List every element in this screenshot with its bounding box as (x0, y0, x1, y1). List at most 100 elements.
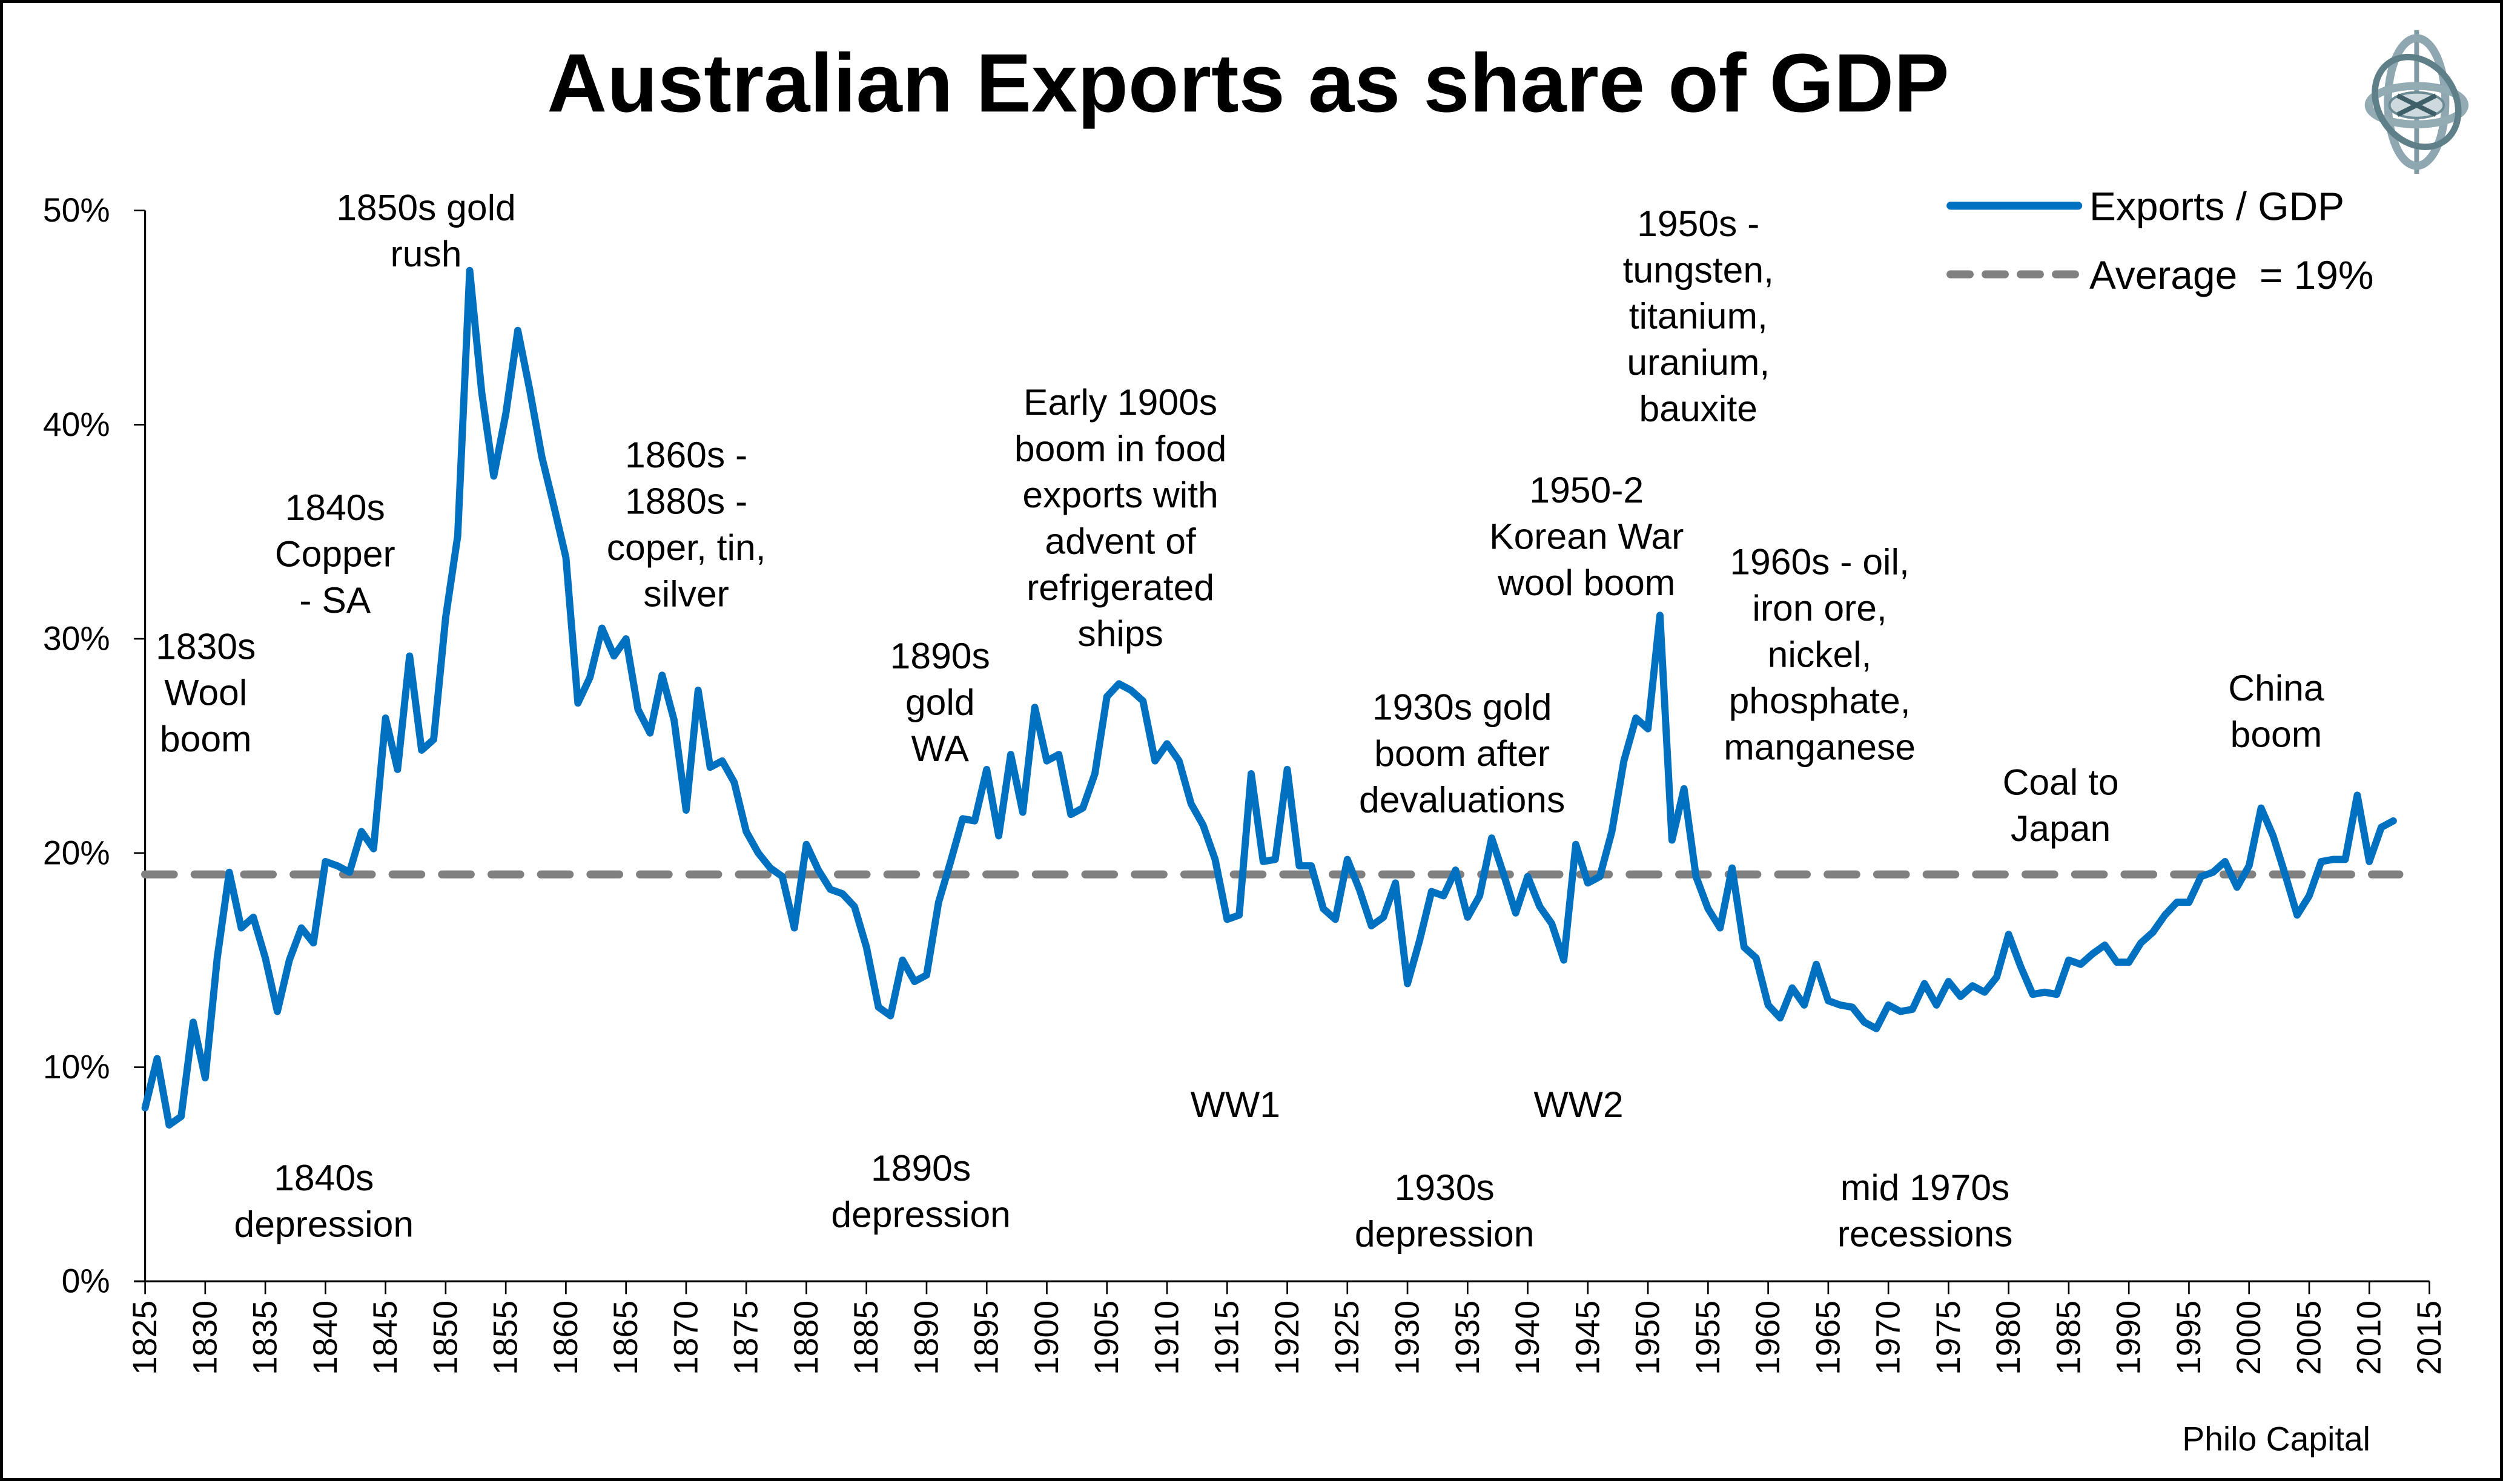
x-tick-label: 1975 (1929, 1301, 1967, 1375)
annotation-line: iron ore, (1752, 587, 1886, 628)
annotation-line: 1930s gold (1372, 686, 1552, 727)
x-tick-label: 1905 (1088, 1301, 1125, 1375)
y-tick-label: 50% (43, 191, 110, 229)
annotation-line: Korean War (1489, 515, 1684, 556)
annotation-line: boom in food (1014, 427, 1226, 469)
annotation-1840s-depression: 1840s depression (234, 1157, 414, 1244)
y-tick-label: 0% (62, 1262, 110, 1300)
annotation-line: manganese (1724, 726, 1916, 767)
annotation-line: titanium, (1629, 295, 1768, 337)
x-tick-label: 1900 (1028, 1301, 1065, 1375)
annotation-line: mid 1970s (1840, 1167, 2010, 1208)
x-tick-label: 1955 (1689, 1301, 1727, 1375)
annotation-line: depression (1355, 1213, 1535, 1254)
annotation-line: 1860s - (625, 434, 747, 475)
annotation-line: 1950s - (1637, 203, 1759, 244)
x-tick-label: 1885 (847, 1301, 885, 1375)
annotation-line: Copper (275, 533, 395, 574)
annotation-line: wool boom (1497, 562, 1675, 603)
x-tick-label: 1835 (246, 1301, 284, 1375)
annotation-line: nickel, (1768, 633, 1872, 674)
annotation-line: devaluations (1359, 779, 1565, 820)
annotation-1890s-depression: 1890s depression (831, 1147, 1011, 1235)
source-label: Philo Capital (2182, 1420, 2370, 1458)
annotation-line: depression (831, 1194, 1011, 1235)
annotation-line: WW2 (1534, 1084, 1624, 1125)
annotation-line: 1850s gold (336, 186, 516, 228)
annotation-line: 1840s (285, 487, 385, 528)
annotation-line: Coal to (2003, 761, 2119, 802)
x-tick-label: 1860 (547, 1301, 584, 1375)
x-tick-label: 1830 (186, 1301, 223, 1375)
annotation-line: Japan (2011, 808, 2111, 849)
exports-gdp-line (145, 271, 2393, 1125)
chart-svg: Australian Exports as share of GDP 0% 10%… (3, 3, 2503, 1484)
x-tick-label: 1960 (1749, 1301, 1787, 1375)
annotation-line: boom (2230, 713, 2323, 754)
annotation-line: refrigerated (1027, 567, 1214, 608)
annotation-line: phosphate, (1729, 680, 1911, 721)
annotation-china-boom: China boom (2228, 667, 2324, 754)
annotation-ww2: WW2 (1534, 1084, 1624, 1125)
annotation-line: 1840s (274, 1157, 374, 1198)
annotation-line: 1960s - oil, (1730, 541, 1909, 582)
series-layer (145, 271, 2399, 1125)
chart-title: Australian Exports as share of GDP (547, 37, 1949, 130)
annotation-line: silver (643, 573, 729, 614)
annotation-1960s-minerals: 1960s - oil, iron ore, nickel, phosphate, ma… (1724, 541, 1916, 768)
y-axis-ticks: 0%10%20%30%40%50% (43, 191, 145, 1300)
legend: Exports / GDP Average = 19% (1951, 183, 2374, 297)
x-tick-label: 1825 (126, 1301, 164, 1375)
annotation-line: WW1 (1191, 1084, 1280, 1125)
annotation-line: Wool (164, 672, 247, 713)
y-tick-label: 40% (43, 406, 110, 443)
y-tick-label: 10% (43, 1048, 110, 1086)
x-tick-label: 2000 (2230, 1301, 2267, 1375)
x-tick-label: 1930 (1389, 1301, 1426, 1375)
x-tick-label: 1940 (1509, 1301, 1546, 1375)
annotation-line: exports with (1022, 474, 1218, 515)
y-tick-label: 20% (43, 834, 110, 871)
annotation-line: 1890s (871, 1147, 971, 1189)
annotation-line: 1950-2 (1529, 469, 1644, 510)
x-tick-label: 2005 (2290, 1301, 2327, 1375)
annotation-line: WA (911, 728, 970, 769)
x-tick-label: 2015 (2410, 1301, 2448, 1375)
annotation-line: ships (1077, 613, 1163, 654)
x-tick-label: 1965 (1809, 1301, 1847, 1375)
x-tick-label: 1970 (1870, 1301, 1907, 1375)
annotation-line: depression (234, 1203, 414, 1244)
annotation-1930s-depression: 1930s depression (1355, 1167, 1535, 1254)
annotation-line: boom (160, 718, 252, 759)
x-tick-label: 1895 (968, 1301, 1005, 1375)
annotation-1860s-1880s: 1860s -1880s -coper, tin,silver (607, 434, 766, 614)
x-tick-label: 1840 (306, 1301, 344, 1375)
annotation-1950s-minerals: 1950s -tungsten,titanium,uranium,bauxite (1623, 203, 1774, 429)
annotation-line: gold (905, 682, 975, 723)
annotation-line: bauxite (1639, 388, 1757, 429)
annotation-line: 1930s (1395, 1167, 1495, 1208)
annotation-line: Early 1900s (1023, 381, 1217, 423)
x-tick-label: 1855 (487, 1301, 524, 1375)
annotation-line: 1890s (890, 635, 990, 676)
annotation-line: tungsten, (1623, 249, 1774, 290)
legend-label-average: Average = 19% (2089, 252, 2373, 297)
annotation-line: advent of (1045, 520, 1196, 561)
x-tick-label: 1915 (1208, 1301, 1246, 1375)
annotation-ww1: WW1 (1191, 1084, 1280, 1125)
x-tick-label: 1880 (787, 1301, 825, 1375)
x-tick-label: 1910 (1148, 1301, 1185, 1375)
x-tick-label: 1920 (1268, 1301, 1306, 1375)
x-tick-label: 1925 (1328, 1301, 1366, 1375)
annotation-line: China (2228, 667, 2324, 708)
x-tick-label: 1865 (607, 1301, 644, 1375)
x-tick-label: 1935 (1449, 1301, 1486, 1375)
x-tick-label: 2010 (2350, 1301, 2388, 1375)
